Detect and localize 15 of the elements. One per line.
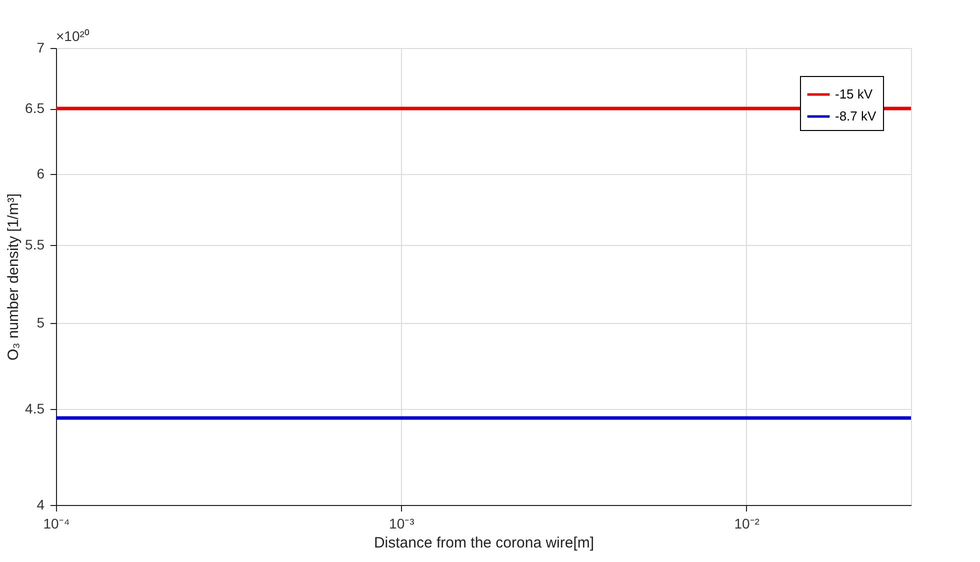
y-tick-label: 5.5 xyxy=(25,236,45,252)
y-tick-label: 4.5 xyxy=(25,400,45,416)
x-tick-label: 10⁻³ xyxy=(389,516,415,532)
y-tick-label: 5 xyxy=(36,314,45,330)
y-tick-label: 7 xyxy=(36,40,45,56)
y-axis-title: O₃ number density [1/m³] xyxy=(5,194,22,360)
x-tick-label: 10⁻⁴ xyxy=(43,516,70,532)
x-axis-title: Distance from the corona wire[m] xyxy=(374,534,594,552)
y-tick-label: 6 xyxy=(36,165,45,182)
x-tick-label: 10⁻² xyxy=(734,516,760,532)
y-tick-label: 4 xyxy=(36,496,45,512)
text: ×10²⁰ xyxy=(56,28,90,44)
legend-label: -8.7 kV xyxy=(835,108,877,124)
legend-label: -15 kV xyxy=(835,86,873,102)
y-tick-label: 6.5 xyxy=(25,100,45,116)
